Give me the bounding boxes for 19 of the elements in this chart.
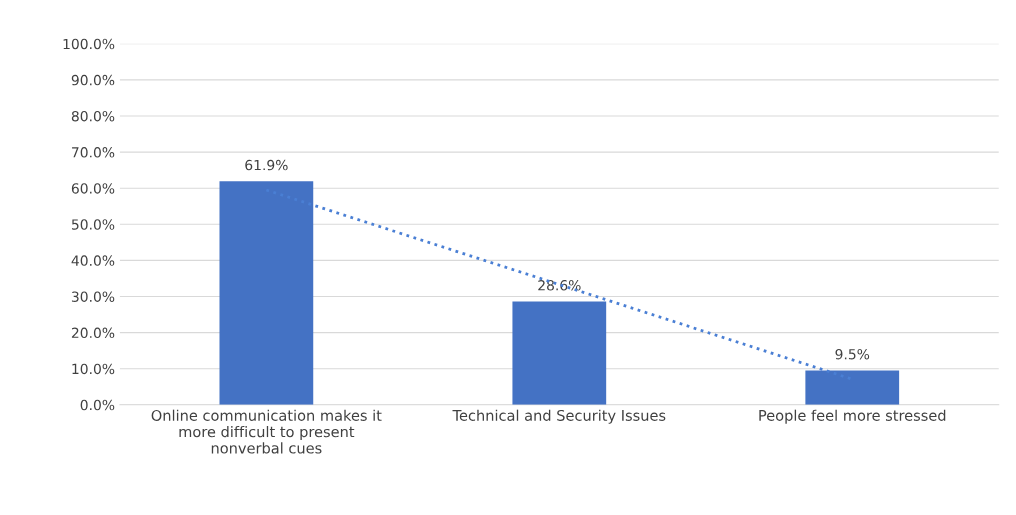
y-tick-label: 10.0%	[72, 363, 115, 375]
y-tick-label: 50.0%	[71, 219, 115, 230]
bar	[219, 181, 314, 405]
data-label: 61.9%	[245, 159, 288, 171]
y-tick-label: 100.0%	[63, 38, 115, 50]
y-tick-label: 70.0%	[72, 147, 115, 158]
y-tick-label: 30.0%	[71, 291, 115, 302]
y-tick-label: 40.0%	[71, 255, 115, 266]
bar	[512, 301, 607, 405]
y-tick-label: 90.0%	[71, 74, 115, 86]
y-tick-label: 0.0%	[80, 399, 115, 411]
x-tick-label: People feel more stressed	[759, 409, 946, 424]
y-tick-label: 60.0%	[71, 183, 115, 194]
bar	[805, 370, 900, 405]
y-tick-label: 80.0%	[71, 110, 115, 122]
x-tick-label: Technical and Security Issues	[452, 409, 666, 424]
x-tick-label: Online communication makes it more difficult to present nonverbal cues	[151, 409, 382, 454]
data-label: 9.5%	[835, 348, 870, 360]
y-tick-label: 20.0%	[71, 327, 115, 339]
